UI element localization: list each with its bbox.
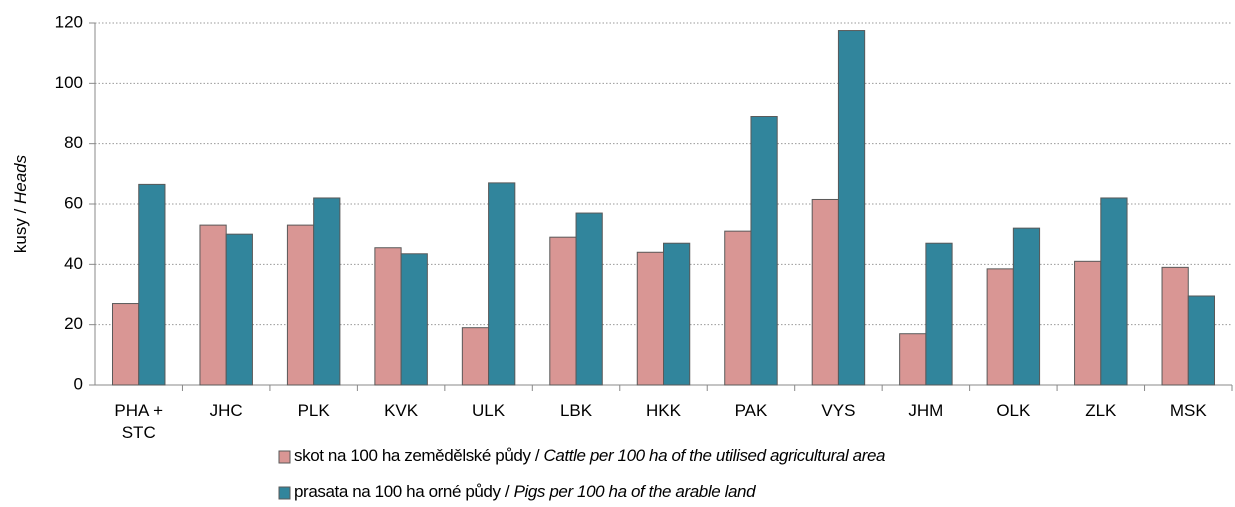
x-tick-label: KVK	[384, 401, 419, 420]
y-axis-label: kusy / Heads	[11, 154, 30, 253]
legend-swatch	[278, 450, 291, 464]
bar	[837, 30, 866, 386]
bar	[488, 182, 516, 386]
bar	[1074, 260, 1102, 386]
y-tick-label: 0	[74, 374, 83, 393]
bar	[286, 224, 315, 386]
x-tick-label: LBK	[560, 401, 593, 420]
bar	[1187, 295, 1216, 386]
x-tick-label: JHM	[908, 401, 943, 420]
bar	[925, 242, 953, 386]
x-tick-label: PAK	[735, 401, 768, 420]
x-tick-label: PLK	[298, 401, 331, 420]
y-tick-label: 100	[55, 73, 83, 92]
bar	[549, 236, 577, 386]
legend-label: skot na 100 ha zemědělské půdy / Cattle …	[294, 446, 885, 465]
x-tick-label: PHA + STC	[114, 401, 163, 442]
y-tick-label: 80	[64, 133, 83, 152]
bar	[111, 303, 140, 386]
bar	[899, 333, 927, 386]
bar	[461, 327, 490, 386]
bar	[400, 253, 428, 386]
bar	[636, 251, 664, 386]
bar	[1161, 266, 1189, 386]
legend-swatch	[278, 486, 291, 500]
y-tick-label: 20	[64, 314, 83, 333]
x-tick-label: MSK	[1170, 401, 1208, 420]
y-tick-label: 120	[55, 12, 83, 31]
bar	[225, 233, 253, 386]
bar	[199, 224, 227, 386]
bar	[1012, 227, 1041, 386]
bar	[986, 268, 1014, 386]
bar	[811, 198, 839, 386]
bar	[724, 230, 752, 386]
y-tick-label: 60	[64, 193, 83, 212]
bar	[663, 242, 691, 386]
bar	[575, 212, 603, 386]
bar	[313, 197, 341, 386]
y-tick-label: 40	[64, 254, 83, 273]
x-tick-label: JHC	[210, 401, 243, 420]
x-tick-label: HKK	[646, 401, 682, 420]
bar	[138, 183, 166, 386]
bar	[374, 247, 402, 386]
bar	[750, 116, 778, 386]
x-tick-label: ULK	[472, 401, 506, 420]
x-tick-label: ZLK	[1085, 401, 1117, 420]
legend-label: prasata na 100 ha orné půdy / Pigs per 1…	[294, 482, 756, 501]
bar	[1100, 197, 1128, 386]
x-tick-label: VYS	[821, 401, 855, 420]
x-tick-label: OLK	[996, 401, 1031, 420]
